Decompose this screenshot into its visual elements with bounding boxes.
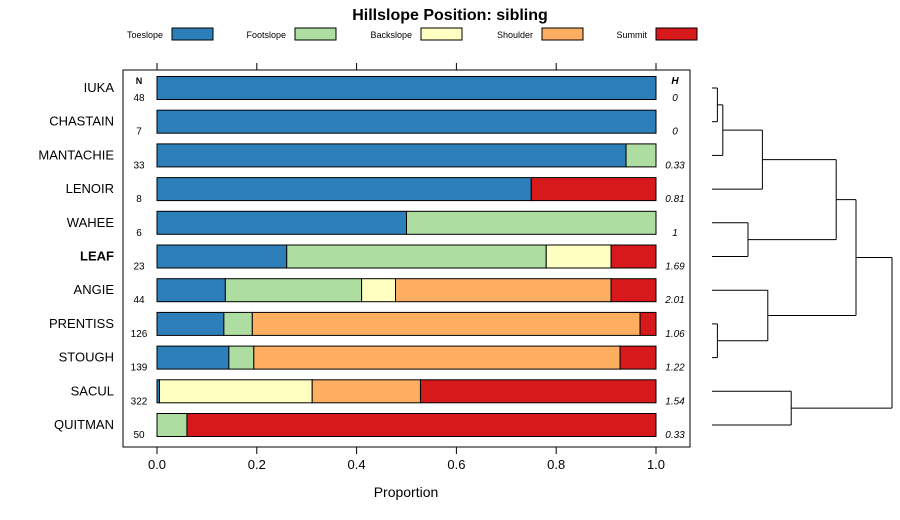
legend-label-footslope: Footslope	[246, 30, 286, 40]
row-label: WAHEE	[67, 215, 115, 230]
bar-segment-angie-footslope	[224, 278, 363, 303]
legend-label-shoulder: Shoulder	[497, 30, 533, 40]
bar-segment-leaf-summit	[610, 244, 657, 269]
bar-segment-prentiss-toeslope	[156, 311, 225, 336]
bar-segment-angie-summit	[610, 278, 657, 303]
row-h-value: 0.81	[665, 194, 684, 205]
bar-segment-lenoir-toeslope	[156, 177, 532, 202]
legend-swatch-backslope	[420, 27, 463, 41]
bar-segment-wahee-toeslope	[156, 210, 407, 235]
bar-segment-stough-toeslope	[156, 345, 230, 370]
x-tick-label: 0.4	[348, 457, 366, 472]
bar-segment-sacul-backslope	[158, 379, 313, 404]
bar-segment-quitman-summit	[186, 413, 657, 437]
row-n-value: 48	[133, 93, 145, 104]
row-h-value: 1.54	[665, 396, 685, 407]
dendrogram	[712, 87, 893, 426]
bar-segment-mantachie-toeslope	[156, 143, 627, 168]
row-h-value: 1.22	[665, 363, 685, 374]
row-label: CHASTAIN	[49, 114, 114, 129]
bar-segment-chastain-toeslope	[156, 109, 657, 134]
row-h-value: 0	[672, 93, 678, 104]
row-h-value: 0.33	[665, 430, 685, 441]
row-annotations: IUKA 48 0 CHASTAIN 7 0 MANTACHIE 33 0.33 LENOIR 8 0…	[38, 80, 685, 441]
row-h-value: 0.33	[665, 160, 685, 171]
bar-segment-iuka-toeslope	[156, 76, 657, 100]
x-tick-label: 0.0	[148, 457, 166, 472]
row-n-value: 7	[136, 127, 142, 138]
x-tick-label: 0.8	[547, 457, 565, 472]
legend-swatch-shoulder	[541, 27, 584, 41]
row-n-value: 139	[131, 363, 148, 374]
row-label: SACUL	[71, 383, 114, 398]
bar-segment-leaf-backslope	[545, 244, 612, 269]
bar-segment-lenoir-summit	[530, 177, 657, 202]
bar-segment-wahee-footslope	[406, 210, 657, 235]
bar-segment-leaf-toeslope	[156, 244, 288, 269]
row-n-value: 6	[136, 228, 142, 239]
legend-label-toeslope: Toeslope	[127, 30, 163, 40]
plot-frame	[122, 69, 691, 448]
bar-segment-quitman-footslope	[156, 413, 188, 437]
x-tick-label: 1.0	[647, 457, 665, 472]
row-n-value: 8	[136, 194, 142, 205]
row-label: LENOIR	[66, 181, 114, 196]
row-n-value: 126	[131, 329, 148, 340]
bar-segment-prentiss-summit	[639, 311, 657, 336]
row-h-value: 2.01	[664, 295, 684, 306]
x-tick-label: 0.2	[248, 457, 266, 472]
row-label: LEAF	[80, 249, 114, 264]
bar-segment-prentiss-footslope	[223, 311, 253, 336]
bar-segment-sacul-summit	[419, 379, 657, 404]
x-axis: 0.0 0.2 0.4 0.6 0.8 1.0	[148, 63, 665, 472]
bar-segment-angie-shoulder	[395, 278, 612, 303]
row-h-value: 1	[672, 228, 678, 239]
x-tick-label: 0.6	[447, 457, 465, 472]
row-label: ANGIE	[74, 282, 115, 297]
row-label: MANTACHIE	[38, 147, 114, 162]
bar-segment-angie-toeslope	[156, 278, 226, 303]
bar-segment-leaf-footslope	[286, 244, 547, 269]
row-n-value: 50	[133, 430, 145, 441]
row-label: QUITMAN	[54, 417, 114, 432]
row-h-value: 1.06	[665, 329, 685, 340]
legend: Toeslope Footslope Backslope Shoulder Summit	[127, 27, 698, 41]
row-n-value: 33	[133, 160, 145, 171]
n-header: N	[136, 76, 143, 86]
row-n-value: 322	[131, 396, 148, 407]
legend-swatch-footslope	[294, 27, 337, 41]
row-h-value: 1.69	[665, 262, 685, 273]
legend-swatch-summit	[655, 27, 698, 41]
x-axis-label: Proportion	[374, 484, 439, 500]
bar-segment-stough-shoulder	[253, 345, 621, 370]
bar-segment-stough-summit	[619, 345, 657, 370]
bar-segment-angie-backslope	[361, 278, 397, 303]
legend-swatch-toeslope	[171, 27, 214, 41]
legend-label-backslope: Backslope	[370, 30, 412, 40]
bar-segment-mantachie-footslope	[625, 143, 657, 168]
legend-label-summit: Summit	[616, 30, 647, 40]
bar-segment-sacul-shoulder	[311, 379, 421, 404]
bar-segment-stough-footslope	[228, 345, 255, 370]
row-h-value: 0	[672, 127, 678, 138]
h-header: H	[671, 76, 679, 87]
bar-segment-prentiss-shoulder	[251, 311, 641, 336]
row-n-value: 23	[133, 262, 145, 273]
row-label: STOUGH	[59, 350, 114, 365]
chart-title: Hillslope Position: sibling	[352, 7, 548, 24]
bars	[156, 76, 657, 437]
row-n-value: 44	[133, 295, 145, 306]
row-label: PRENTISS	[49, 316, 114, 331]
row-label: IUKA	[84, 80, 115, 95]
